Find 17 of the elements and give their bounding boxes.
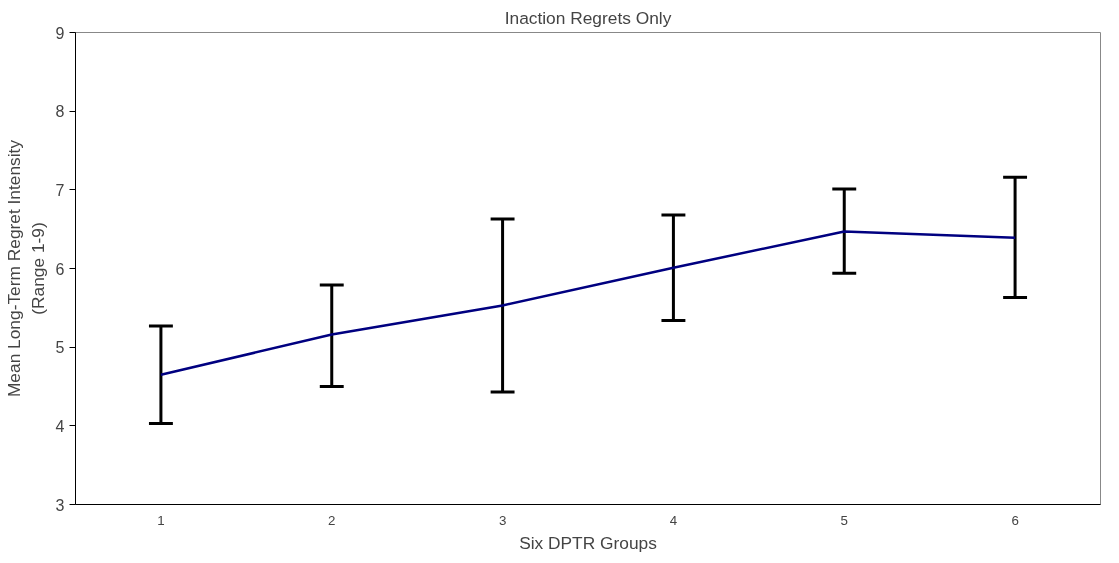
x-tick-label: 1 [157, 512, 165, 528]
line-series [159, 230, 1017, 376]
x-tick-label: 3 [498, 512, 507, 528]
x-axis-title: Six DPTR Groups [519, 532, 658, 553]
chart-title: Inaction Regrets Only [504, 7, 672, 28]
x-tick-label: 6 [1011, 512, 1019, 528]
x-tick-label: 4 [669, 512, 678, 528]
y-tick-label: 7 [55, 181, 65, 199]
y-tick-label: 9 [55, 24, 65, 42]
y-tick-label: 3 [55, 496, 65, 514]
y-tick-label: 5 [55, 339, 65, 357]
y-tick-label: 6 [55, 260, 65, 278]
x-tick-label: 2 [328, 512, 336, 528]
y-tick-label: 8 [55, 103, 65, 121]
x-tick-label: 5 [840, 512, 848, 528]
y-tick-label: 4 [55, 417, 65, 435]
y-axis-title: Mean Long-Term Regret Intensity (Range 1-9) [3, 139, 48, 398]
